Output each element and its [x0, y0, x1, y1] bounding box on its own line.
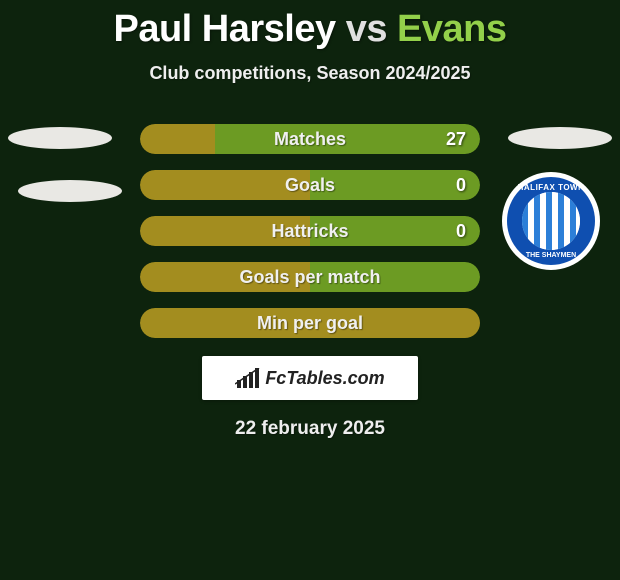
- stat-label: Hattricks: [271, 221, 348, 242]
- stat-label: Min per goal: [257, 313, 363, 334]
- player1-name: Paul Harsley: [113, 8, 335, 50]
- crest-bottom-text: THE SHAYMEN: [507, 252, 595, 259]
- stat-label: Goals per match: [239, 267, 380, 288]
- crest-top-text: HALIFAX TOWN: [507, 183, 595, 192]
- subtitle: Club competitions, Season 2024/2025: [0, 63, 620, 84]
- stat-value: 0: [456, 175, 466, 196]
- player2-name: Evans: [397, 8, 506, 50]
- player1-badge-placeholder-2: [18, 180, 122, 202]
- crest-stripes: [522, 192, 580, 250]
- stat-bar: Goals per match: [140, 262, 480, 292]
- club-crest: HALIFAX TOWN THE SHAYMEN: [502, 172, 600, 270]
- stats-bars: Matches 27 Goals 0 Hattricks 0 Goals per match…: [140, 124, 480, 338]
- stat-bar: Hattricks 0: [140, 216, 480, 246]
- stat-bar: Goals 0: [140, 170, 480, 200]
- page-title: Paul Harsley vs Evans: [0, 0, 620, 51]
- bar-fill-left: [140, 124, 215, 154]
- brand-card: FcTables.com: [202, 356, 418, 400]
- crest-inner: [522, 192, 580, 250]
- brand-text: FcTables.com: [265, 368, 384, 389]
- stat-label: Matches: [274, 129, 346, 150]
- stat-value: 27: [446, 129, 466, 150]
- date-text: 22 february 2025: [0, 418, 620, 440]
- vs-text: vs: [346, 8, 387, 50]
- crest-outer-ring: HALIFAX TOWN THE SHAYMEN: [502, 172, 600, 270]
- bar-fill-right: [310, 170, 480, 200]
- stat-bar: Min per goal: [140, 308, 480, 338]
- stat-label: Goals: [285, 175, 335, 196]
- player2-badge-placeholder: [508, 127, 612, 149]
- stat-bar: Matches 27: [140, 124, 480, 154]
- stat-value: 0: [456, 221, 466, 242]
- bar-chart-icon: [235, 368, 261, 388]
- bar-fill-right: [215, 124, 480, 154]
- player1-badge-placeholder-1: [8, 127, 112, 149]
